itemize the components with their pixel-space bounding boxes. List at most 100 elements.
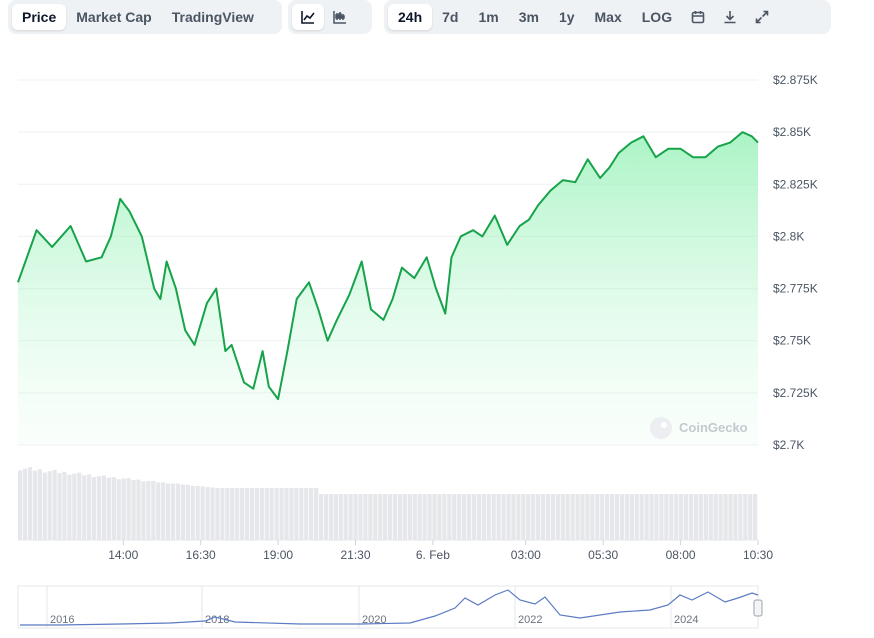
volume-bar [101, 475, 107, 540]
volume-bar [392, 494, 398, 540]
volume-bar [639, 494, 644, 540]
volume-bar [32, 470, 37, 540]
volume-bar [220, 488, 225, 540]
volume-bar [383, 494, 388, 540]
price-chart[interactable]: $2.875K $2.85K $2.825K $2.8K $2.775K $2.75K $2… [0, 40, 874, 638]
volume-bar [378, 494, 383, 540]
volume-bar [595, 494, 600, 540]
volume-bar [62, 471, 67, 540]
volume-bar [476, 494, 481, 540]
logo-eye [661, 422, 667, 428]
volume-bar [348, 494, 353, 540]
x-tick-label: 08:00 [666, 548, 696, 562]
volume-bar [161, 482, 166, 540]
volume-bar [373, 494, 378, 540]
price-line [17, 131, 759, 401]
volume-bar [619, 494, 625, 540]
volume-bar [417, 494, 422, 540]
volume-bar [195, 486, 200, 540]
volume-bar [422, 494, 427, 540]
range-max[interactable]: Max [594, 9, 622, 25]
volume-bar [210, 487, 215, 540]
volume-bar [698, 494, 703, 540]
volume-bar [397, 494, 403, 540]
volume-bar [713, 494, 718, 540]
volume-bar [27, 467, 33, 540]
volume-bar [368, 494, 373, 540]
line-chart-icon [301, 11, 315, 24]
volume-bar [580, 494, 585, 540]
volume-bar [684, 494, 689, 540]
tab-market-cap[interactable]: Market Cap [76, 9, 152, 25]
navigator-tick-label: 2016 [50, 614, 74, 626]
chart-style-group [288, 0, 372, 34]
volume-bar [486, 494, 491, 540]
candlestick-button[interactable] [324, 4, 356, 30]
volume-bar [254, 488, 259, 540]
download-button[interactable] [714, 4, 746, 30]
range-24h[interactable]: 24h [388, 4, 433, 30]
navigator[interactable]: 2016 2018 2020 2022 2024 [17, 585, 763, 629]
range-1m[interactable]: 1m [478, 9, 499, 25]
range-3m[interactable]: 3m [518, 9, 539, 25]
price-area [18, 132, 758, 445]
volume-bar [452, 494, 457, 540]
volume-bar [358, 494, 363, 540]
y-tick-label: $2.8K [773, 229, 804, 243]
volume-bar [18, 470, 23, 540]
volume-bar [200, 486, 205, 540]
volume-bar [733, 494, 738, 540]
volume-bar [462, 494, 467, 540]
volume-bar [644, 494, 649, 540]
calendar-button[interactable] [682, 4, 714, 30]
volume-bar [274, 488, 279, 540]
navigator-tick-label: 2022 [518, 614, 542, 626]
candlestick-icon [333, 11, 346, 24]
volume-bar [526, 494, 531, 540]
volume-bar [570, 494, 575, 540]
volume-bar [723, 494, 728, 540]
x-tick-label: 03:00 [511, 548, 541, 562]
line-chart-button[interactable] [292, 4, 324, 30]
range-selector: 24h 7d 1m 3m 1y Max LOG [384, 0, 831, 34]
range-7d[interactable]: 7d [442, 9, 459, 25]
volume-bar [491, 494, 496, 540]
volume-bar [240, 488, 245, 540]
log-scale-toggle[interactable]: LOG [641, 9, 673, 25]
volume-bar [481, 494, 486, 540]
volume-bar [466, 494, 472, 540]
volume-bar [703, 494, 708, 540]
volume-bar [47, 471, 52, 540]
volume-bar [180, 484, 185, 540]
range-1y[interactable]: 1y [558, 9, 575, 25]
tab-tradingview[interactable]: TradingView [171, 9, 254, 25]
tab-price[interactable]: Price [12, 4, 67, 30]
volume-bar [649, 494, 654, 540]
volume-bar [106, 477, 111, 540]
volume-bar [427, 494, 432, 540]
volume-bar [225, 488, 230, 540]
volume-bar [521, 494, 526, 540]
x-tick-label: 16:30 [186, 548, 216, 562]
navigator-frame [17, 585, 759, 629]
volume-bar [738, 494, 743, 540]
volume-bar [550, 494, 555, 540]
volume-bar [92, 477, 97, 540]
volume-bar [654, 494, 659, 540]
volume-bar [610, 494, 615, 540]
volume-bar [679, 494, 684, 540]
volume-bar [136, 479, 141, 540]
volume-bar [259, 488, 264, 540]
fullscreen-button[interactable] [746, 4, 778, 30]
volume-bar [116, 479, 121, 540]
volume-bar [728, 494, 733, 540]
volume-bar [516, 494, 521, 540]
volume-bar [289, 488, 294, 540]
volume-bar [388, 494, 393, 540]
volume-bar [605, 494, 610, 540]
volume-bar [624, 494, 629, 540]
volume-bar [264, 488, 269, 540]
volume-bar [77, 472, 82, 540]
volume-bar [688, 494, 694, 540]
volume-bar [432, 494, 437, 540]
